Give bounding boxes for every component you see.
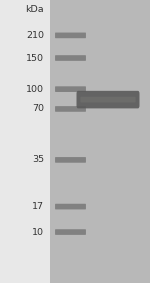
Text: 150: 150 [26,53,44,63]
Text: 35: 35 [32,155,44,164]
Text: 17: 17 [32,202,44,211]
FancyBboxPatch shape [55,55,86,61]
FancyBboxPatch shape [55,33,86,38]
Text: 210: 210 [26,31,44,40]
Text: 70: 70 [32,104,44,113]
Text: 10: 10 [32,228,44,237]
FancyBboxPatch shape [55,229,86,235]
Text: 100: 100 [26,85,44,94]
Text: kDa: kDa [26,5,44,14]
FancyBboxPatch shape [55,106,86,112]
FancyBboxPatch shape [55,86,86,92]
FancyBboxPatch shape [55,204,86,209]
Bar [50,0,150,283]
FancyBboxPatch shape [80,97,136,102]
FancyBboxPatch shape [55,157,86,163]
FancyBboxPatch shape [76,91,140,108]
